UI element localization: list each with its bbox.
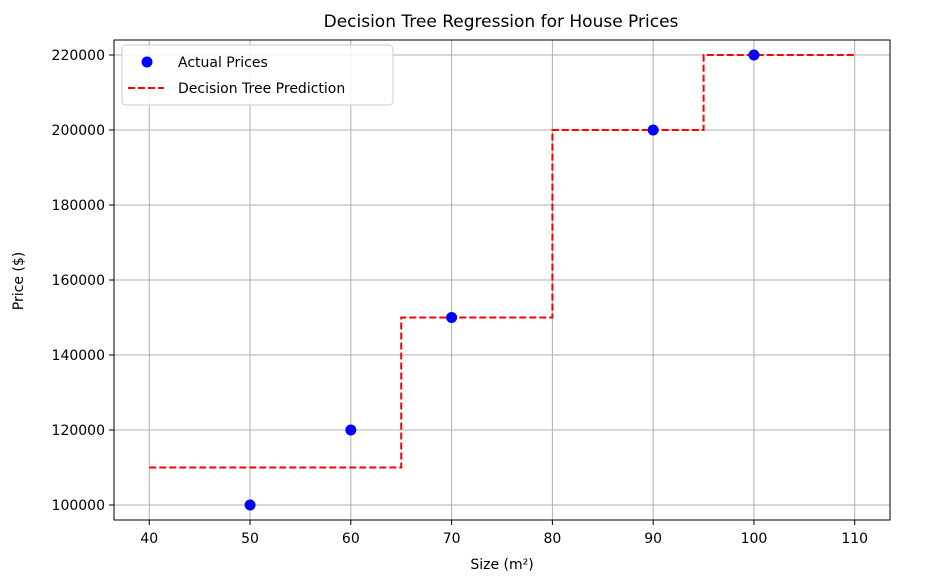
axis-ticks: 40 50 60 70 80 90 100 110 100000 120000 140000 1600…	[52, 48, 869, 547]
x-tick-label: 60	[342, 531, 360, 547]
plot-area	[149, 49, 855, 511]
y-tick-label: 220000	[52, 48, 105, 64]
y-tick-label: 120000	[52, 423, 105, 439]
scatter-point	[345, 424, 357, 436]
chart-title: Decision Tree Regression for House Price…	[324, 12, 679, 32]
x-tick-label: 90	[644, 531, 662, 547]
x-tick-label: 70	[443, 531, 461, 547]
x-tick-label: 80	[543, 531, 561, 547]
y-tick-label: 160000	[52, 273, 105, 289]
scatter-point	[748, 49, 760, 61]
scatter-point	[244, 499, 256, 511]
grid-lines	[114, 40, 890, 520]
legend-marker-actual-prices	[141, 56, 153, 68]
legend-frame	[121, 44, 394, 106]
scatter-point	[446, 312, 458, 323]
x-tick-label: 40	[140, 531, 158, 547]
y-tick-label: 100000	[52, 498, 105, 514]
x-tick-label: 100	[741, 531, 768, 547]
y-tick-label: 140000	[52, 348, 105, 364]
y-tick-label: 180000	[52, 198, 105, 214]
x-axis-label: Size (m²)	[470, 557, 533, 573]
legend: Actual Prices Decision Tree Prediction	[121, 44, 394, 106]
x-tick-label: 110	[841, 531, 868, 547]
x-tick-label: 50	[241, 531, 259, 547]
y-axis-label: Price ($)	[11, 252, 27, 310]
scatter-point	[647, 124, 659, 136]
legend-label-actual-prices: Actual Prices	[178, 55, 268, 71]
y-tick-label: 200000	[52, 123, 105, 139]
legend-label-decision-tree-prediction: Decision Tree Prediction	[178, 81, 345, 97]
prediction-line-series	[149, 54, 855, 469]
